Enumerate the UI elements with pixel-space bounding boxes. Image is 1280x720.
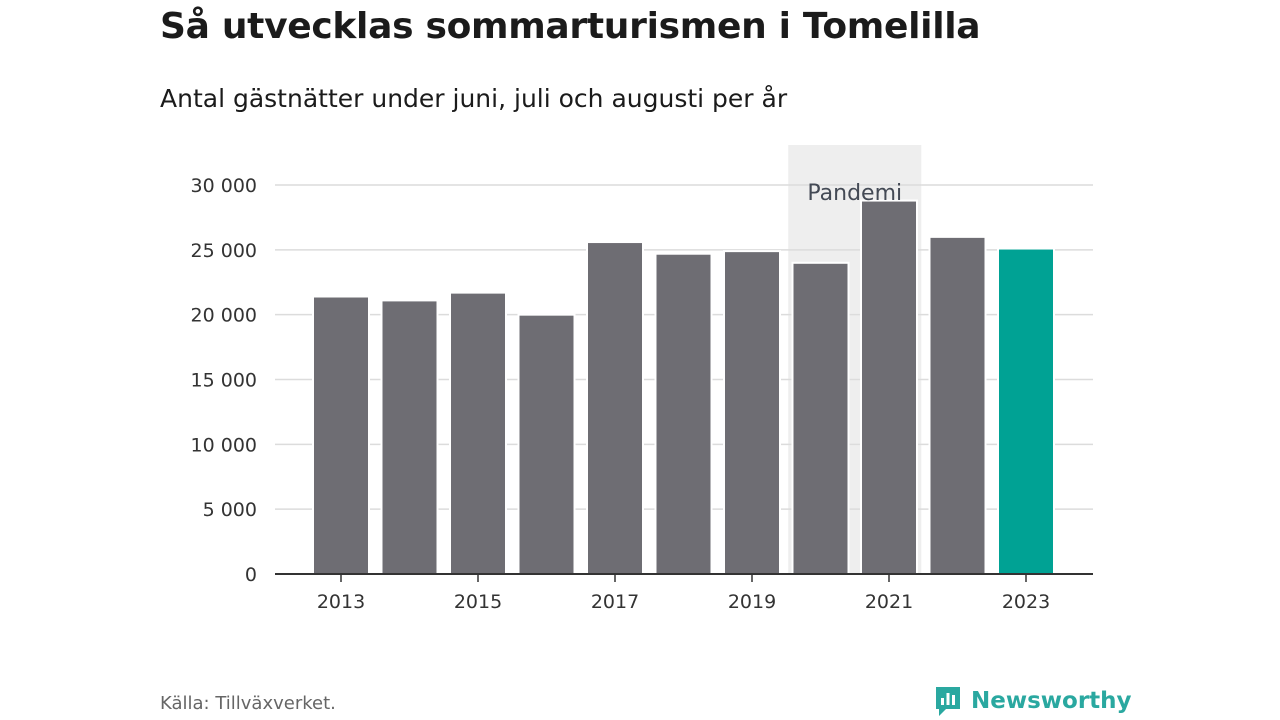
bar-2013: [312, 295, 370, 575]
pandemic-label: Pandemi: [807, 181, 902, 206]
chart-title: Så utvecklas sommarturismen i Tomelilla: [160, 6, 981, 47]
y-tick-label: 15 000: [191, 370, 257, 392]
x-tick-label: 2017: [591, 591, 639, 613]
y-tick-label: 10 000: [191, 434, 257, 456]
brand-logo: Newsworthy: [933, 684, 1132, 718]
y-tick-label: 25 000: [191, 240, 257, 262]
y-tick-label: 30 000: [191, 175, 257, 197]
bar-2014: [380, 299, 439, 575]
bar-2022: [928, 235, 987, 575]
brand-name: Newsworthy: [971, 688, 1132, 714]
x-tick-label: 2021: [865, 591, 913, 613]
x-tick-label: 2019: [728, 591, 776, 613]
newsworthy-logo-icon: [936, 687, 960, 716]
bar-2019: [723, 250, 781, 575]
y-tick-label: 0: [245, 564, 257, 586]
bar-chart: Pandemi 0 5 000 10 000 15 000 20 000 25 000 30 …: [191, 145, 1093, 613]
y-tick-label: 5 000: [203, 499, 257, 521]
bar-2020: [791, 261, 850, 575]
x-tick-label: 2013: [317, 591, 365, 613]
bar-2016: [517, 313, 576, 575]
bar-2017: [586, 241, 644, 575]
bar-2023: [997, 247, 1055, 576]
bar-2021: [860, 199, 918, 575]
chart-subtitle: Antal gästnätter under juni, juli och au…: [160, 84, 788, 113]
x-tick-label: 2023: [1002, 591, 1050, 613]
bar-2015: [449, 291, 507, 575]
source-note: Källa: Tillväxverket.: [160, 693, 336, 714]
y-tick-label: 20 000: [191, 305, 257, 327]
x-tick-label: 2015: [454, 591, 502, 613]
bar-2018: [654, 252, 713, 575]
